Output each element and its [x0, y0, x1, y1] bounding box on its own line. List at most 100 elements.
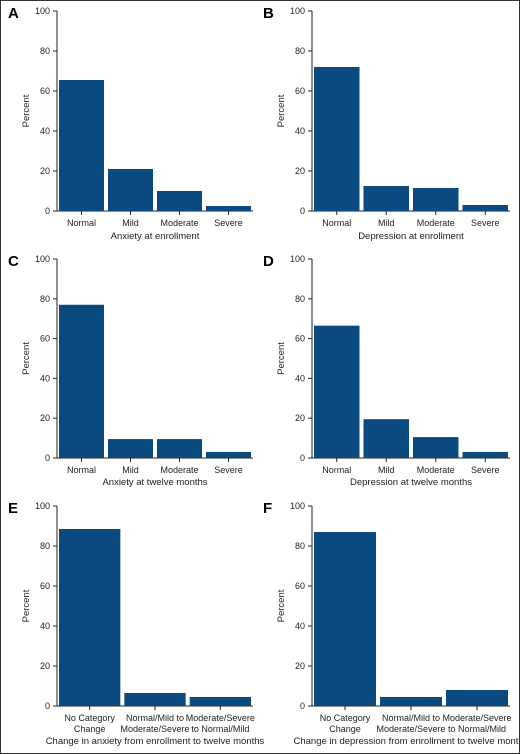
x-tick-label-line: Change: [329, 724, 361, 734]
y-axis-title: Percent: [276, 342, 287, 375]
y-tick-label: 0: [300, 453, 305, 463]
y-tick-label: 100: [290, 6, 305, 16]
x-tick-label: Moderate/Severe to Normal/Mild: [442, 713, 511, 734]
bar: [380, 697, 442, 706]
y-tick-label: 20: [40, 661, 50, 671]
bar: [446, 690, 508, 706]
x-tick-label: Severe: [214, 465, 243, 475]
bar: [363, 186, 409, 211]
y-tick-label: 40: [295, 621, 305, 631]
bar: [413, 188, 459, 211]
y-tick-label: 80: [40, 541, 50, 551]
x-tick-label: Mild: [122, 465, 139, 475]
x-tick-label: Moderate: [417, 218, 455, 228]
y-axis-title: Percent: [21, 589, 32, 622]
y-tick-label: 100: [35, 254, 50, 264]
y-tick-label: 20: [40, 166, 50, 176]
y-tick-label: 40: [295, 373, 305, 383]
x-tick-label: Severe: [214, 218, 243, 228]
x-tick-label: Normal/Mild to Moderate/Severe: [120, 713, 189, 734]
x-tick-label-line: Mild: [378, 218, 395, 228]
x-tick-label-line: Normal: [67, 218, 96, 228]
y-axis-title: Percent: [21, 342, 32, 375]
x-tick-label-line: No Category: [320, 713, 371, 723]
y-axis-title: Percent: [21, 94, 32, 127]
x-tick-label: Severe: [471, 465, 500, 475]
y-tick-label: 40: [40, 126, 50, 136]
y-tick-label: 40: [40, 373, 50, 383]
x-tick-label-line: Mild: [122, 465, 139, 475]
panel-letter: E: [8, 500, 18, 517]
x-tick-label-line: Moderate/Severe: [442, 713, 511, 723]
x-tick-label-line: Mild: [122, 218, 139, 228]
bar: [189, 697, 251, 706]
x-tick-label: Mild: [378, 218, 395, 228]
bar: [157, 439, 202, 458]
x-tick-label-line: Moderate: [160, 218, 198, 228]
x-axis-title: Change in anxiety from enrollment to twe…: [46, 736, 265, 747]
x-tick-label-line: No Category: [64, 713, 115, 723]
y-tick-label: 80: [40, 46, 50, 56]
bar: [314, 67, 360, 211]
y-axis-title: Percent: [276, 589, 287, 622]
y-tick-label: 20: [295, 166, 305, 176]
x-tick-label: Moderate/Severe to Normal/Mild: [186, 713, 255, 734]
y-tick-label: 60: [40, 581, 50, 591]
x-tick-label-line: Moderate: [417, 465, 455, 475]
bar: [59, 80, 104, 211]
x-tick-label-line: to Normal/Mild: [191, 724, 249, 734]
y-tick-label: 100: [35, 501, 50, 511]
bar: [363, 419, 409, 458]
panel-letter: F: [263, 500, 272, 517]
y-tick-label: 80: [295, 294, 305, 304]
x-axis-title: Anxiety at enrollment: [111, 231, 200, 242]
panel-letter: A: [8, 5, 19, 22]
x-tick-label: Normal: [67, 218, 96, 228]
y-tick-label: 0: [45, 453, 50, 463]
bar: [108, 169, 153, 211]
y-tick-label: 0: [300, 206, 305, 216]
bar: [413, 437, 459, 458]
y-tick-label: 60: [40, 334, 50, 344]
x-tick-label-line: Moderate/Severe: [186, 713, 255, 723]
x-tick-label-line: Normal/Mild to: [382, 713, 440, 723]
x-tick-label-line: Severe: [214, 218, 243, 228]
bar: [108, 439, 153, 458]
x-tick-label: No Category Change: [320, 713, 371, 734]
x-tick-label: Normal/Mild to Moderate/Severe: [376, 713, 445, 734]
x-tick-label-line: Severe: [471, 465, 500, 475]
y-tick-label: 0: [300, 701, 305, 711]
bar: [462, 205, 508, 211]
y-tick-label: 0: [45, 701, 50, 711]
x-tick-label: No Category Change: [64, 713, 115, 734]
x-tick-label: Mild: [122, 218, 139, 228]
bar: [206, 206, 251, 211]
x-tick-label: Moderate: [160, 218, 198, 228]
y-tick-label: 40: [295, 126, 305, 136]
y-tick-label: 20: [295, 661, 305, 671]
x-tick-label: Normal: [67, 465, 96, 475]
y-tick-label: 60: [295, 86, 305, 96]
bar: [206, 452, 251, 458]
x-tick-label-line: Normal/Mild to: [126, 713, 184, 723]
x-tick-label-line: Mild: [378, 465, 395, 475]
x-tick-label-line: Moderate: [417, 218, 455, 228]
y-tick-label: 80: [295, 541, 305, 551]
chart-panel-c: C 0 20 40 60 80 100 Percent Normal Mild Moderate Se…: [8, 253, 253, 488]
chart-panel-a: A 0 20 40 60 80 100 Percent Normal Mild Moderate Se…: [8, 5, 253, 242]
x-axis-title: Anxiety at twelve months: [102, 477, 207, 488]
x-tick-label-line: Change: [74, 724, 106, 734]
y-tick-label: 60: [295, 334, 305, 344]
y-tick-label: 20: [40, 413, 50, 423]
x-tick-label: Moderate: [160, 465, 198, 475]
x-axis-title: Depression at twelve months: [350, 477, 472, 488]
panel-letter: D: [263, 253, 274, 270]
x-tick-label: Normal: [322, 218, 351, 228]
y-tick-label: 20: [295, 413, 305, 423]
bar: [59, 304, 104, 458]
y-tick-label: 100: [290, 254, 305, 264]
x-axis-title: Depression at enrollment: [358, 231, 464, 242]
